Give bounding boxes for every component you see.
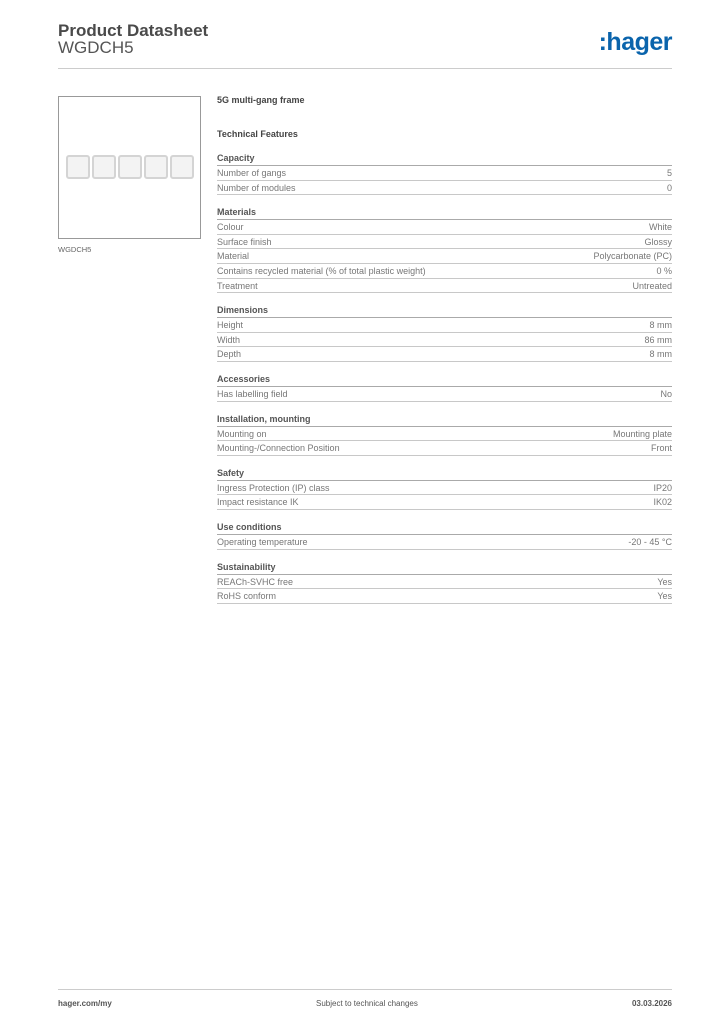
section-title: Dimensions (217, 303, 672, 319)
spec-row: Height 8 mm (217, 318, 672, 333)
gang-aperture (92, 155, 116, 179)
spec-label: Impact resistance IK (217, 497, 299, 508)
gang-aperture (118, 155, 142, 179)
frame-gangs (66, 155, 194, 179)
gang-aperture (170, 155, 194, 179)
spec-label: Depth (217, 349, 242, 360)
product-image (58, 96, 201, 239)
spec-value: Glossy (644, 236, 672, 247)
spec-label: Has labelling field (217, 388, 288, 399)
spec-row: Ingress Protection (IP) class IP20 (217, 481, 672, 496)
spec-row: Number of gangs 5 (217, 166, 672, 181)
header-divider (58, 68, 672, 69)
spec-row: Contains recycled material (% of total p… (217, 264, 672, 279)
spec-section: Accessories Has labelling field No (217, 372, 672, 402)
spec-row: REACh-SVHC free Yes (217, 575, 672, 590)
gang-aperture (66, 155, 90, 179)
spec-label: Surface finish (217, 236, 272, 247)
spec-value: Yes (657, 591, 672, 602)
spec-section: Sustainability REACh-SVHC free Yes RoHS con… (217, 560, 672, 604)
spec-label: Number of gangs (217, 168, 287, 178)
spec-row: Depth 8 mm (217, 347, 672, 362)
spec-label: Number of modules (217, 182, 296, 193)
spec-section: Safety Ingress Protection (IP) class IP20 I… (217, 466, 672, 510)
spec-value: IP20 (653, 482, 672, 493)
spec-value: Polycarbonate (PC) (593, 251, 672, 262)
spec-row: Surface finish Glossy (217, 235, 672, 250)
section-title: Accessories (217, 372, 672, 387)
spec-section: Materials Colour White Surface finish Glossy… (217, 205, 672, 294)
spec-row: Colour White (217, 220, 672, 235)
spec-label: REACh-SVHC free (217, 576, 294, 587)
spec-value: 8 mm (649, 349, 673, 360)
footer-date: 03.03.2026 (631, 999, 672, 1008)
spec-value: No (660, 388, 672, 399)
section-title: Safety (217, 466, 672, 481)
spec-row: Mounting on Mounting plate (217, 427, 672, 442)
spec-label: RoHS conform (217, 591, 277, 602)
spec-row: Mounting-/Connection Position Front (217, 441, 672, 456)
spec-value: 86 mm (644, 334, 672, 345)
spec-section: Installation, mounting Mounting on Mountin… (217, 412, 672, 456)
page-title: Product Datasheet (58, 21, 209, 40)
spec-row: Number of modules 0 (217, 181, 672, 196)
section-title: Capacity (217, 151, 672, 166)
spec-row: Impact resistance IK IK02 (217, 495, 672, 510)
spec-value: 5 (666, 168, 672, 178)
section-title: Materials (217, 205, 672, 221)
spec-label: Mounting-/Connection Position (217, 443, 340, 454)
spec-content: 5G multi-gang frame Technical Features C… (217, 95, 672, 604)
product-name: 5G multi-gang frame (217, 95, 305, 105)
spec-sections: Capacity Number of gangs 5 Number of module… (217, 151, 672, 604)
footer-notice: Subject to technical changes (316, 999, 418, 1008)
spec-row: RoHS conform Yes (217, 589, 672, 604)
spec-value: 0 % (656, 265, 672, 276)
spec-row: Has labelling field No (217, 387, 672, 402)
spec-value: IK02 (653, 497, 672, 508)
spec-value: 8 mm (649, 320, 673, 331)
spec-value: White (648, 222, 672, 233)
product-code: WGDCH5 (58, 38, 134, 57)
hager-logo: :hager (598, 28, 673, 56)
spec-label: Mounting on (217, 428, 267, 439)
footer-divider (58, 989, 672, 990)
spec-label: Treatment (217, 280, 258, 291)
spec-value: 0 (666, 182, 672, 193)
spec-value: -20 - 45 °C (628, 536, 672, 547)
spec-row: Operating temperature -20 - 45 °C (217, 535, 672, 550)
spec-value: Untreated (632, 280, 672, 291)
spec-label: Height (217, 320, 244, 331)
spec-row: Treatment Untreated (217, 279, 672, 294)
spec-value: Front (650, 443, 672, 454)
spec-value: Yes (657, 576, 672, 587)
spec-label: Material (217, 251, 250, 262)
gang-aperture (144, 155, 168, 179)
features-title: Technical Features (217, 129, 298, 139)
spec-label: Ingress Protection (IP) class (217, 482, 330, 493)
spec-row: Width 86 mm (217, 333, 672, 348)
footer-website[interactable]: hager.com/my (58, 999, 112, 1008)
section-title: Sustainability (217, 560, 672, 575)
spec-label: Contains recycled material (% of total p… (217, 265, 426, 276)
spec-value: Mounting plate (612, 428, 672, 439)
spec-row: Material Polycarbonate (PC) (217, 249, 672, 264)
section-title: Installation, mounting (217, 412, 672, 427)
spec-section: Use conditions Operating temperature -20 -… (217, 520, 672, 550)
section-title: Use conditions (217, 520, 672, 535)
spec-label: Operating temperature (217, 536, 308, 547)
spec-label: Width (217, 334, 241, 345)
spec-label: Colour (217, 222, 244, 233)
spec-section: Dimensions Height 8 mm Width 86 mm Depth 8 mm (217, 303, 672, 362)
image-caption: WGDCH5 (58, 245, 92, 254)
spec-section: Capacity Number of gangs 5 Number of module… (217, 151, 672, 196)
